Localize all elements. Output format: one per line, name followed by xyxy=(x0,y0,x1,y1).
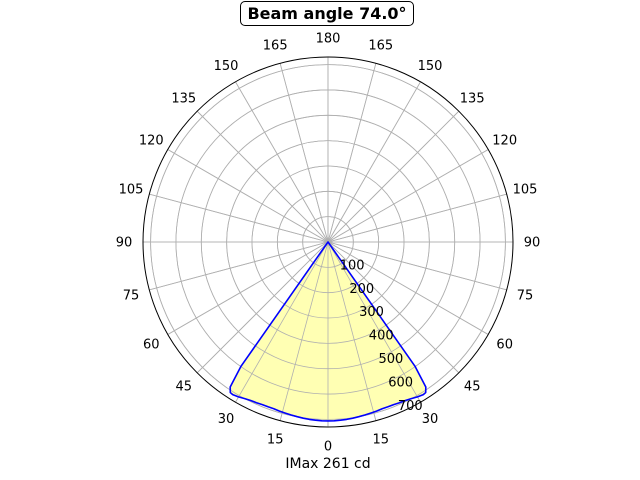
angle-tick-label: 15 xyxy=(373,433,390,448)
radial-tick-label: 200 xyxy=(349,282,374,297)
angle-gridline-overlay-240 xyxy=(167,149,329,243)
chart-title: Beam angle 74.0° xyxy=(240,1,414,26)
radial-tick-label: 400 xyxy=(369,329,394,344)
angle-gridline-overlay-60 xyxy=(327,241,489,335)
angle-tick-label: 120 xyxy=(492,134,517,149)
angle-tick-label: 105 xyxy=(119,183,144,198)
x-axis-label: IMax 261 cd xyxy=(285,456,371,472)
angle-tick-label: 45 xyxy=(464,380,481,395)
angle-tick-label: 105 xyxy=(513,183,538,198)
angle-gridline-overlay-300 xyxy=(167,241,329,335)
angle-tick-label: 60 xyxy=(496,338,513,353)
angle-gridline-overlay-255 xyxy=(149,193,329,243)
intensity-curve-line xyxy=(229,241,427,422)
angle-gridline-overlay-330 xyxy=(235,241,329,403)
angle-tick-label: 75 xyxy=(123,288,140,303)
angle-gridline-overlay-150 xyxy=(327,81,421,243)
angle-gridline-overlay-195 xyxy=(279,63,329,243)
angle-gridline-overlay-120 xyxy=(327,149,489,243)
angle-tick-label: 165 xyxy=(263,39,288,54)
angle-tick-label: 90 xyxy=(524,236,541,251)
angle-gridline-overlay-75 xyxy=(327,241,507,291)
angle-gridline-overlay-345 xyxy=(279,241,329,421)
radial-tick-label: 300 xyxy=(359,305,384,320)
angle-gridline-overlay-15 xyxy=(327,241,377,421)
angle-gridline-overlay-225 xyxy=(196,110,329,243)
angle-tick-label: 30 xyxy=(422,412,439,427)
angle-tick-label: 0 xyxy=(324,440,332,455)
angle-tick-label: 135 xyxy=(171,91,196,106)
angle-tick-label: 135 xyxy=(460,91,485,106)
angle-gridline-overlay-165 xyxy=(327,63,377,243)
angle-gridline-overlay-30 xyxy=(327,241,421,403)
radial-tick-label: 500 xyxy=(379,352,404,367)
polar-outer-boundary xyxy=(142,56,514,428)
angle-tick-label: 60 xyxy=(143,338,160,353)
radial-tick-label: 100 xyxy=(340,258,365,273)
angle-gridline-overlay-135 xyxy=(327,110,460,243)
angle-gridline-overlay-315 xyxy=(196,241,329,374)
angle-tick-label: 45 xyxy=(176,380,193,395)
angle-tick-label: 15 xyxy=(267,433,284,448)
angle-tick-label: 90 xyxy=(116,236,133,251)
angle-tick-label: 180 xyxy=(316,32,341,47)
radial-tick-label: 600 xyxy=(388,376,413,391)
angle-gridline-overlay-210 xyxy=(235,81,329,243)
angle-tick-label: 75 xyxy=(517,288,534,303)
angle-tick-label: 150 xyxy=(214,59,239,74)
angle-tick-labels: 180 1651501351201059075604530150153045607… xyxy=(116,32,541,455)
angle-gridline-overlay-105 xyxy=(327,193,507,243)
angle-tick-label: 165 xyxy=(368,39,393,54)
angle-gridline-overlay-285 xyxy=(149,241,329,291)
intensity-curve-layer xyxy=(143,57,513,427)
angle-tick-label: 30 xyxy=(218,412,235,427)
angle-gridline-overlay-45 xyxy=(327,241,460,374)
angle-tick-label: 120 xyxy=(139,134,164,149)
angle-tick-label: 150 xyxy=(418,59,443,74)
